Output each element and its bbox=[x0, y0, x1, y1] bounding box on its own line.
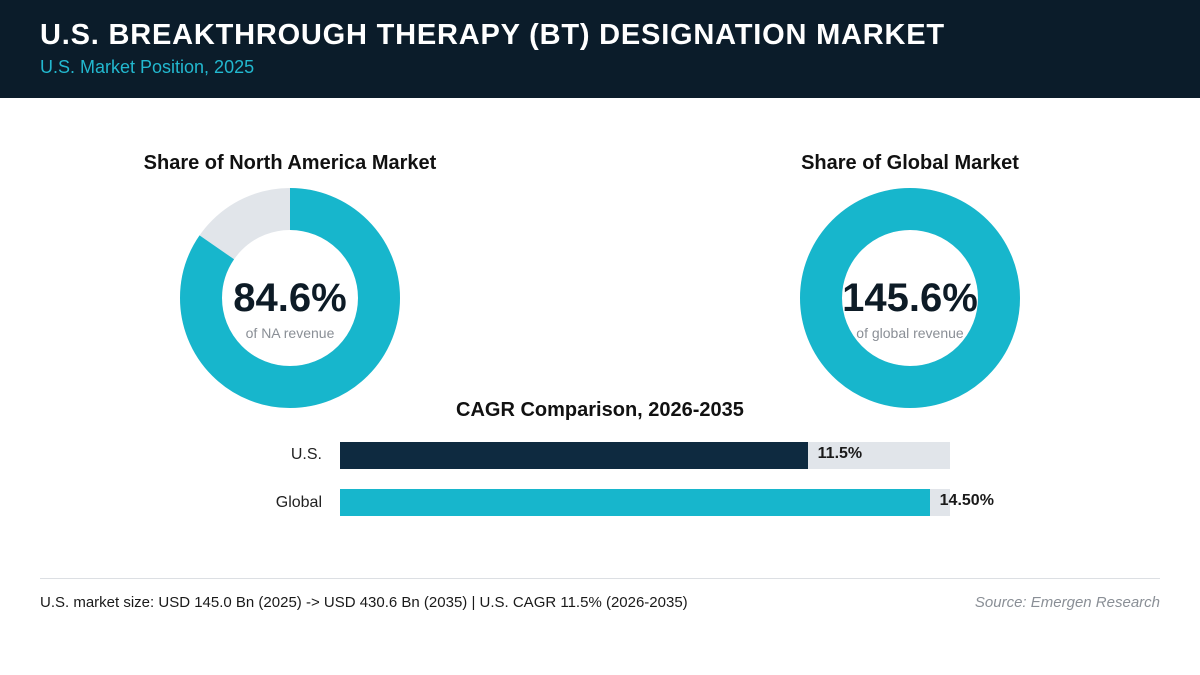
footer-source: Source: Emergen Research bbox=[974, 594, 1160, 611]
na-share-caption: of NA revenue bbox=[245, 325, 335, 341]
na-share-donut bbox=[180, 188, 400, 408]
footer-note: U.S. market size: USD 145.0 Bn (2025) ->… bbox=[40, 594, 688, 611]
cagr-bar-global bbox=[340, 489, 930, 516]
page-subtitle: U.S. Market Position, 2025 bbox=[40, 57, 255, 77]
page-title: U.S. BREAKTHROUGH THERAPY (BT) DESIGNATI… bbox=[40, 19, 945, 51]
cagr-bar-us bbox=[340, 442, 808, 469]
global-share-donut-arc bbox=[800, 188, 1020, 408]
header-banner: U.S. BREAKTHROUGH THERAPY (BT) DESIGNATI… bbox=[0, 0, 1200, 98]
cagr-track-global bbox=[340, 489, 950, 516]
na-share-title: Share of North America Market bbox=[143, 152, 437, 174]
na-share-donut-arc bbox=[180, 188, 400, 408]
global-share-value: 145.6% bbox=[842, 276, 978, 320]
cagr-label-us: U.S. bbox=[290, 446, 322, 463]
cagr-value-us: 11.5% bbox=[817, 445, 863, 462]
cagr-label-global: Global bbox=[275, 494, 322, 511]
cagr-track-us bbox=[340, 442, 950, 469]
cagr-value-global: 14.50% bbox=[939, 492, 994, 509]
na-share-value: 84.6% bbox=[233, 276, 347, 320]
global-share-title: Share of Global Market bbox=[801, 152, 1019, 174]
cagr-chart-title: CAGR Comparison, 2026-2035 bbox=[456, 399, 744, 421]
global-share-donut bbox=[800, 188, 1020, 408]
footer-divider bbox=[40, 578, 1160, 579]
global-share-caption: of global revenue bbox=[856, 325, 964, 341]
